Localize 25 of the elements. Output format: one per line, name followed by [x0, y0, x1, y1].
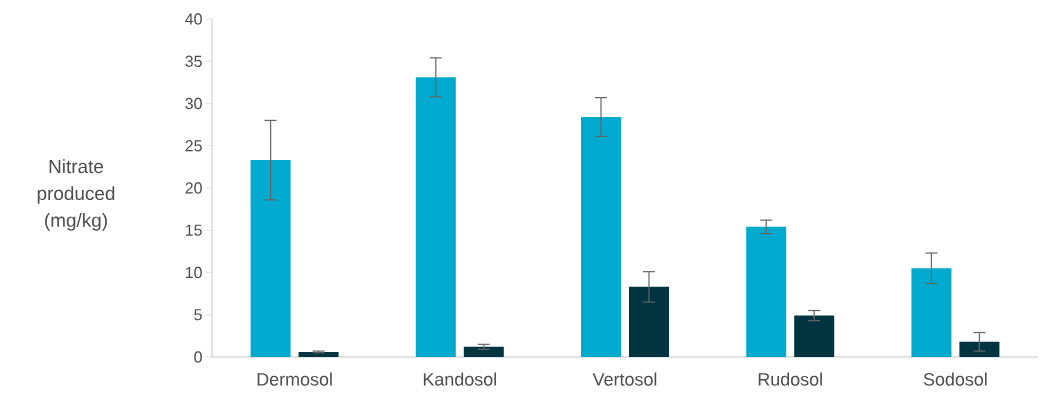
bar [959, 341, 1000, 357]
bar [415, 77, 456, 357]
bar [746, 226, 787, 357]
y-tick-label: 40 [185, 13, 202, 25]
x-tick-label: Dermosol [257, 372, 332, 386]
bar [629, 286, 670, 357]
y-tick-label: 10 [185, 266, 202, 279]
y-tick-label: 0 [194, 351, 202, 363]
y-tick-label: 15 [185, 224, 202, 236]
bar [463, 346, 504, 357]
y-axis-title: Nitrate produced (mg/kg) [37, 159, 115, 231]
bar [581, 117, 621, 357]
y-tick-label: 35 [185, 55, 202, 67]
x-tick-label: Kandosol [423, 372, 496, 386]
y-tick-label: 30 [185, 97, 202, 110]
bar [298, 351, 339, 357]
y-tick-label: 20 [185, 182, 202, 194]
y-tick-label: 25 [185, 140, 202, 152]
x-tick-label: Rudosol [758, 372, 822, 386]
bar [794, 315, 835, 357]
bar [911, 268, 952, 357]
x-tick-label: Sodosol [923, 372, 987, 386]
bar [250, 160, 291, 357]
y-tick-label: 5 [194, 309, 202, 321]
x-tick-label: Vertosol [592, 372, 657, 386]
